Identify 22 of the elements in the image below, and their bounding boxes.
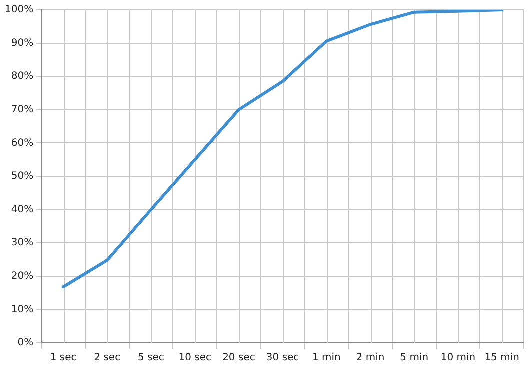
x-tick-label: 20 sec <box>222 352 256 364</box>
x-tick-label: 30 sec <box>266 352 300 364</box>
x-tick-label: 10 min <box>440 352 476 364</box>
x-tick-label: 1 min <box>312 352 341 364</box>
y-tick-label: 10% <box>11 304 34 316</box>
x-tick-label: 5 sec <box>138 352 164 364</box>
y-tick-label: 100% <box>4 4 34 16</box>
y-tick-label: 90% <box>11 38 34 49</box>
x-tick-label: 2 min <box>356 352 385 364</box>
x-tick-label: 2 sec <box>94 352 121 364</box>
x-tick-label: 5 min <box>400 352 429 364</box>
y-tick-label: 20% <box>11 270 34 282</box>
y-tick-label: 40% <box>11 204 34 216</box>
y-tick-label: 60% <box>11 138 34 149</box>
y-tick-label: 80% <box>11 71 34 82</box>
y-tick-label: 50% <box>11 171 34 182</box>
y-tick-label: 70% <box>11 104 34 116</box>
x-tick-label: 15 min <box>484 352 520 364</box>
y-tick-label: 30% <box>11 238 34 249</box>
y-tick-label: 0% <box>18 338 34 349</box>
x-tick-label: 1 sec <box>50 352 77 364</box>
x-tick-label: 10 sec <box>178 352 212 364</box>
